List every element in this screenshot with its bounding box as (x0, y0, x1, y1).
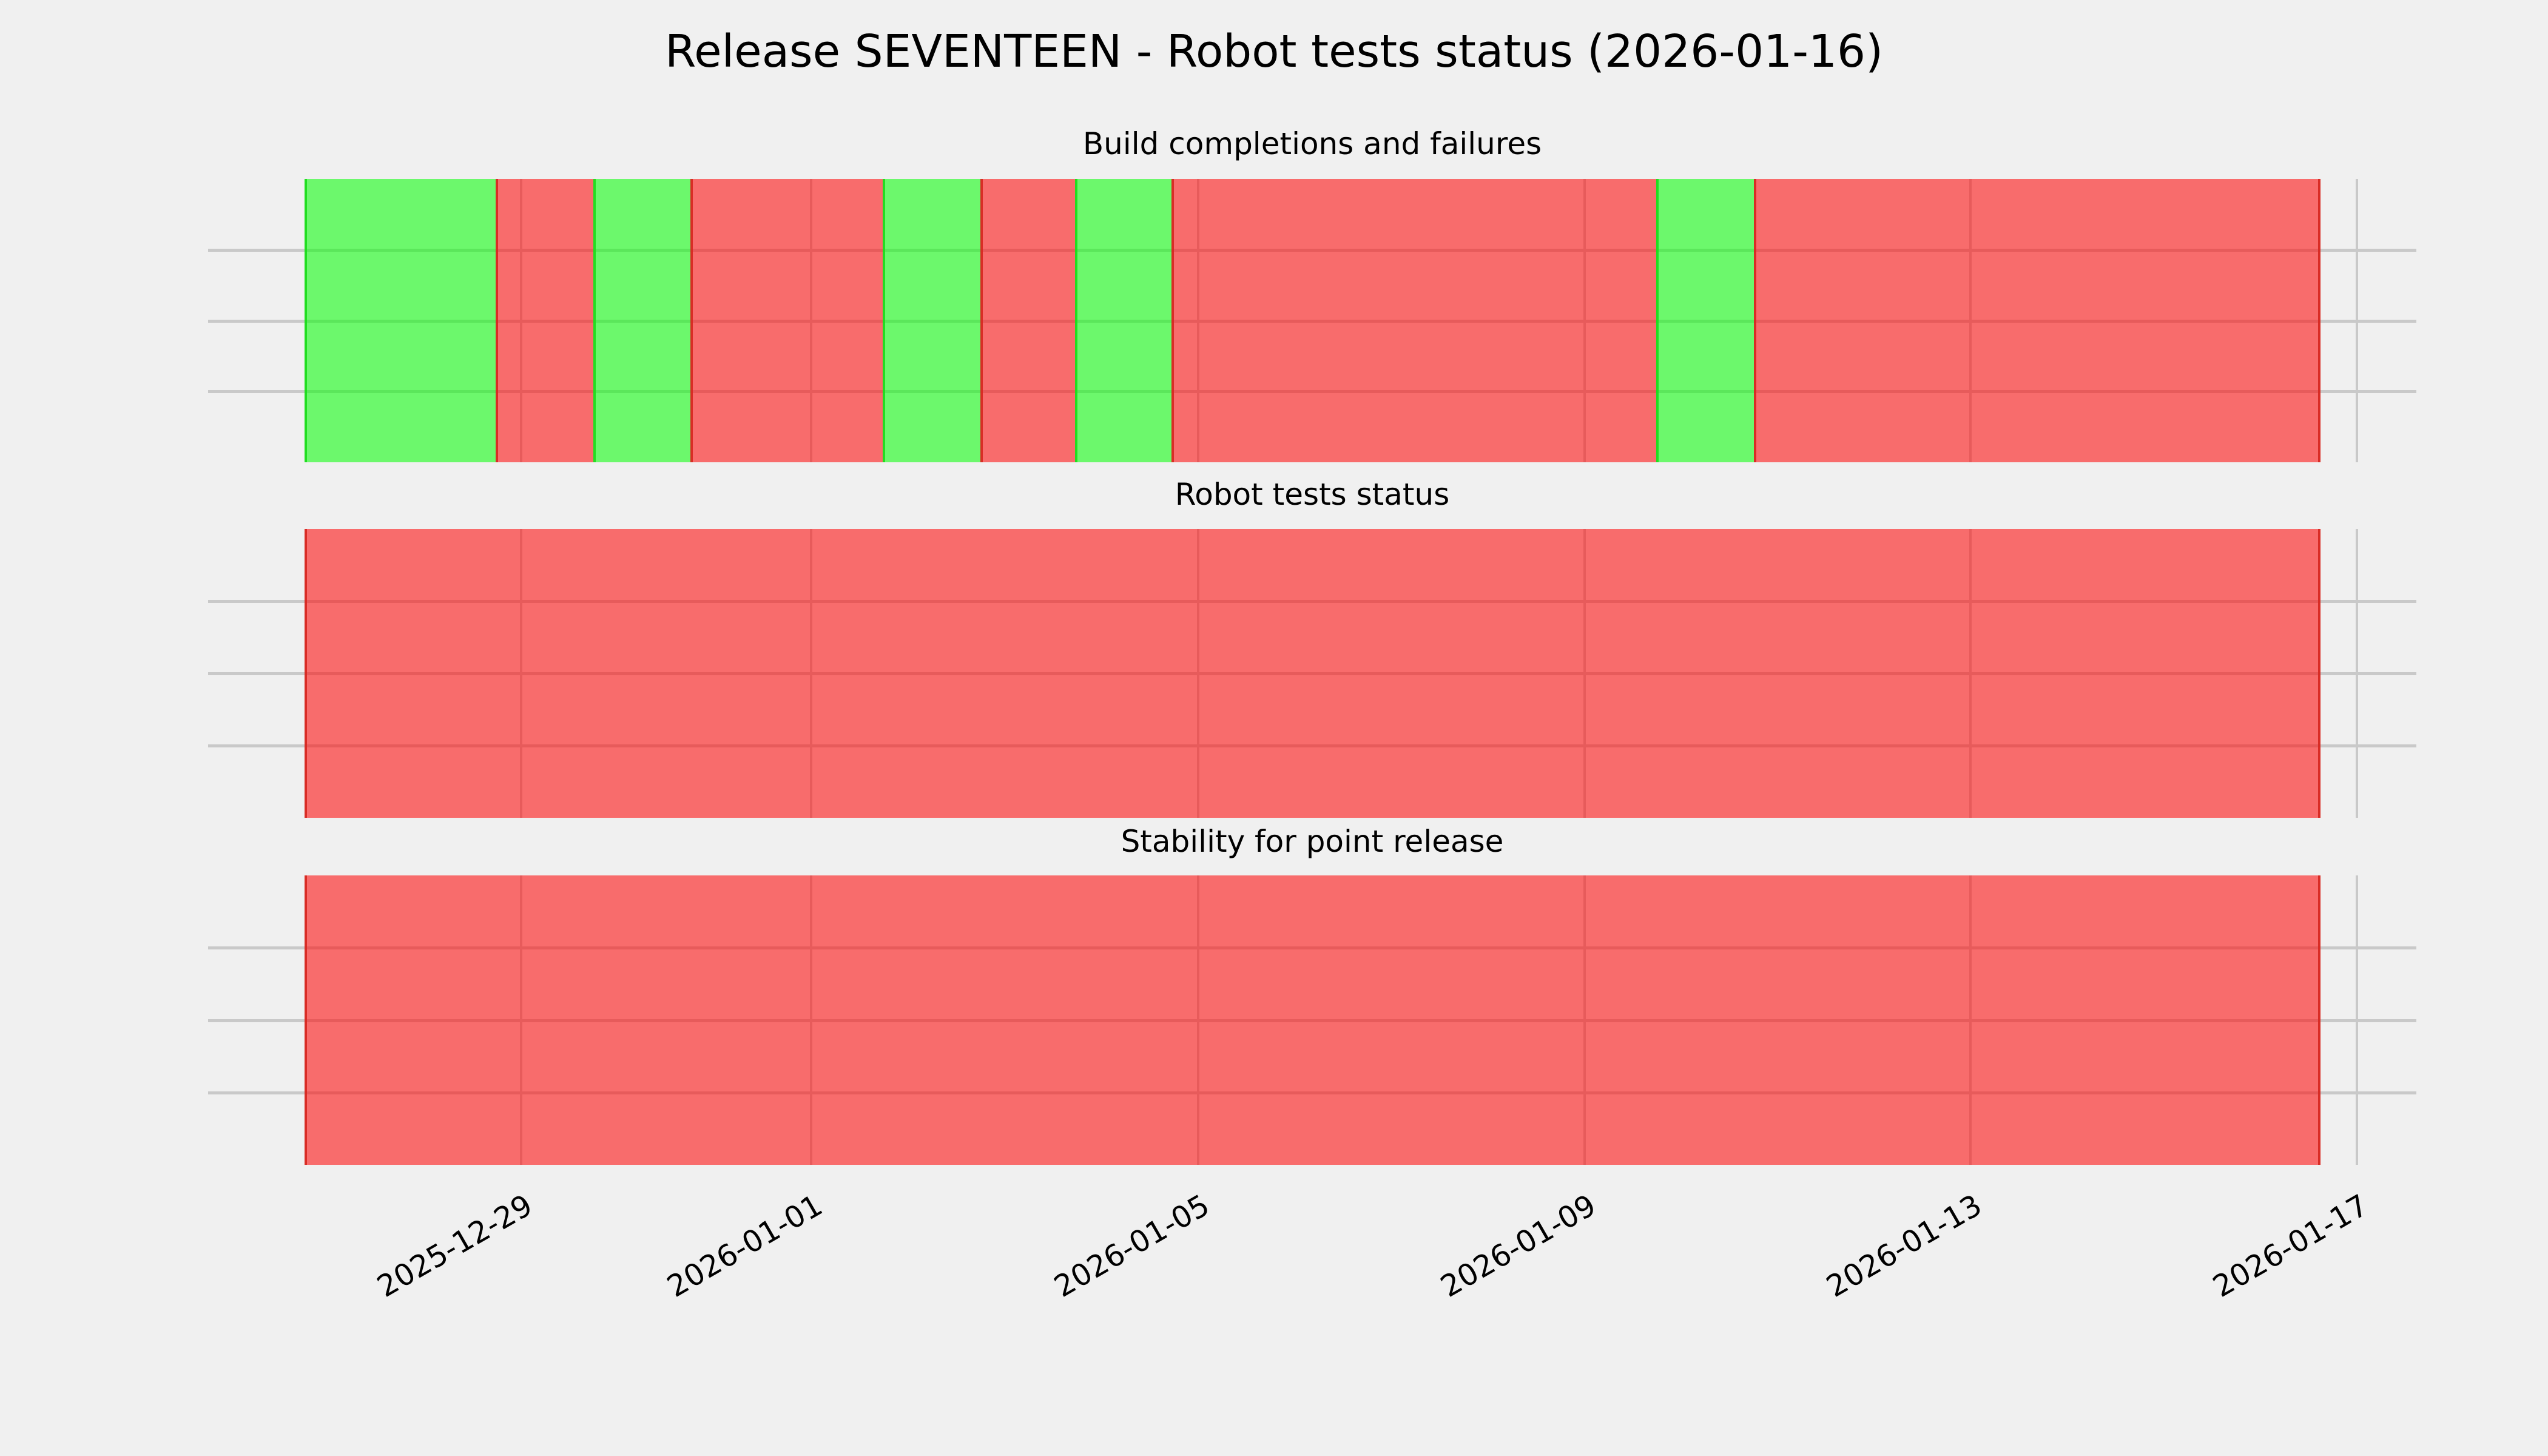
status-band-pass (305, 179, 496, 462)
status-band-pass (1075, 179, 1171, 462)
x-tick-label: 2026-01-13 (1821, 1188, 1988, 1304)
band-edge-fail (2318, 179, 2320, 462)
band-edge-fail (1754, 179, 1756, 462)
band-edge-pass (883, 179, 885, 462)
v-gridline (2356, 875, 2358, 1165)
band-edge-pass (593, 179, 596, 462)
band-edge-pass (1656, 179, 1659, 462)
status-band-fail (1754, 179, 2320, 462)
band-edge-fail (496, 179, 498, 462)
subplot-title-0: Build completions and failures (1082, 126, 1542, 161)
band-edge-fail (305, 875, 307, 1165)
status-band-fail (305, 875, 2320, 1165)
status-band-fail (1171, 179, 1656, 462)
band-edge-fail (2318, 875, 2320, 1165)
status-band-fail (980, 179, 1075, 462)
band-edge-fail (2318, 529, 2320, 818)
band-edge-pass (305, 179, 307, 462)
x-tick-label: 2026-01-17 (2207, 1188, 2374, 1304)
subplot-title-1: Robot tests status (1175, 477, 1450, 512)
status-band-fail (496, 179, 593, 462)
axes-2 (208, 875, 2416, 1165)
x-tick-label: 2025-12-29 (371, 1188, 539, 1304)
status-band-pass (883, 179, 980, 462)
axes-0 (208, 179, 2416, 462)
status-band-fail (690, 179, 883, 462)
v-gridline (2356, 179, 2358, 462)
status-band-pass (1656, 179, 1754, 462)
band-edge-fail (980, 179, 983, 462)
band-edge-fail (1171, 179, 1174, 462)
band-edge-fail (690, 179, 693, 462)
status-band-pass (593, 179, 690, 462)
x-tick-label: 2026-01-09 (1435, 1188, 1602, 1304)
x-tick-label: 2026-01-01 (661, 1188, 829, 1304)
axes-1 (208, 529, 2416, 818)
x-tick-label: 2026-01-05 (1048, 1188, 1216, 1304)
band-edge-pass (1075, 179, 1077, 462)
band-edge-fail (305, 529, 307, 818)
chart-title: Release SEVENTEEN - Robot tests status (… (665, 25, 1883, 78)
status-band-fail (305, 529, 2320, 818)
subplot-title-2: Stability for point release (1121, 824, 1504, 859)
v-gridline (2356, 529, 2358, 818)
